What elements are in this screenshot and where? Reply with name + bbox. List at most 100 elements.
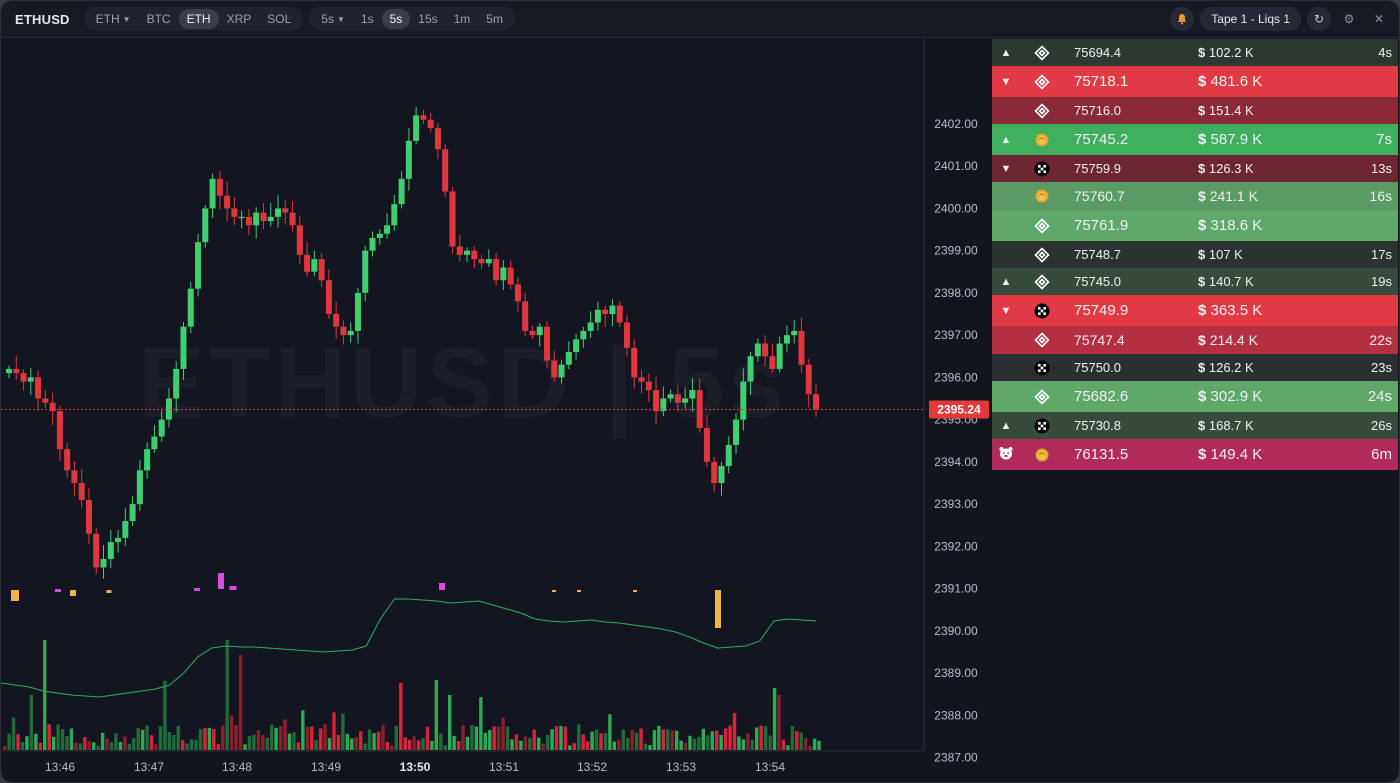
- candle: [420, 109, 427, 125]
- price-tick-label: 2388.00: [934, 708, 978, 722]
- volume-bar: [697, 736, 701, 750]
- tape-row[interactable]: 75761.9 $ 318.6 K: [992, 210, 1398, 241]
- tape-amount-value: 302.9 K: [1210, 388, 1263, 405]
- trade-marker: [715, 590, 721, 628]
- candle: [289, 201, 296, 232]
- interval-option[interactable]: 5s ▼: [313, 9, 353, 30]
- candle: [224, 181, 231, 222]
- dollar-sign: $: [1198, 302, 1207, 319]
- trade-marker: [229, 586, 237, 590]
- dollar-sign: $: [1198, 418, 1206, 433]
- volume-bar: [448, 695, 452, 750]
- tape-row[interactable]: 75748.7 $ 107 K 17s: [992, 241, 1398, 268]
- volume-bar: [394, 725, 398, 750]
- volume-bar: [51, 736, 56, 750]
- interval-option[interactable]: 5s: [381, 9, 411, 29]
- chevron-down-icon: ▼: [122, 14, 131, 24]
- candle: [187, 281, 194, 334]
- symbol-option[interactable]: SOL: [259, 9, 299, 29]
- volume-bar: [132, 738, 136, 750]
- tape-row[interactable]: ▲ 75730.8 $ 168.7 K 26s: [992, 412, 1398, 439]
- interval-option-label: 15s: [418, 12, 438, 26]
- candle: [616, 301, 623, 328]
- dollar-sign: $: [1198, 161, 1206, 176]
- price-chart[interactable]: ETHUSD | 5s 2402.00 2401.00 2400.00 2399.00…: [1, 39, 991, 783]
- chevron-down-icon: ▼: [336, 14, 345, 24]
- tape-selector-button[interactable]: Tape 1 - Liqs 1: [1200, 7, 1301, 31]
- symbol-option[interactable]: ETH: [178, 9, 219, 29]
- tape-age: 22s: [1369, 332, 1392, 348]
- interval-option-label: 1m: [453, 12, 471, 26]
- tape-amount-value: 318.6 K: [1210, 217, 1263, 234]
- candle: [500, 260, 507, 290]
- side-indicator: ▲: [992, 47, 1020, 59]
- symbol-option[interactable]: BTC: [139, 9, 179, 29]
- tape-row[interactable]: 76131.5 $ 149.4 K 6m: [992, 439, 1398, 470]
- tape-amount-value: 140.7 K: [1208, 274, 1254, 289]
- candle: [93, 528, 100, 575]
- interval-option[interactable]: 15s: [410, 9, 445, 29]
- symbol-option[interactable]: XRP: [219, 9, 260, 29]
- time-tick-label: 13:49: [311, 760, 341, 774]
- volume-bar: [47, 724, 51, 750]
- tape-row[interactable]: 75747.4 $ 214.4 K 22s: [992, 326, 1398, 354]
- volume-bar: [590, 731, 594, 750]
- volume-bar: [465, 736, 470, 750]
- dollar-sign: $: [1198, 247, 1206, 262]
- volume-bar: [425, 726, 430, 750]
- gear-icon[interactable]: ⚙: [1343, 12, 1355, 26]
- volume-bar: [661, 729, 665, 750]
- bell-icon[interactable]: [1170, 7, 1195, 31]
- tape-row[interactable]: ▲ 75745.2 $ 587.9 K 7s: [992, 124, 1398, 155]
- volume-bar: [127, 743, 131, 750]
- volume-bar: [34, 733, 38, 750]
- tape-row[interactable]: ▼ 75718.1 $ 481.6 K: [992, 66, 1398, 97]
- tape-amount: $ 149.4 K: [1198, 446, 1348, 463]
- candle: [209, 173, 216, 218]
- interval-option[interactable]: 5m: [478, 9, 511, 29]
- interval-option[interactable]: 1m: [446, 9, 479, 29]
- tape-row[interactable]: 75682.6 $ 302.9 K 24s: [992, 381, 1398, 412]
- tape-row[interactable]: 75750.0 $ 126.2 K 23s: [992, 354, 1398, 381]
- tape-age: 13s: [1371, 161, 1392, 176]
- volume-bar: [421, 738, 425, 750]
- tape-amount: $ 241.1 K: [1198, 188, 1348, 204]
- volume-bar: [69, 728, 74, 750]
- tape-amount-value: 151.4 K: [1208, 103, 1254, 118]
- candle: [638, 370, 645, 394]
- volume-bar: [523, 736, 528, 750]
- volume-bar: [683, 742, 688, 750]
- tape-row[interactable]: 75760.7 $ 241.1 K 16s: [992, 182, 1398, 210]
- interval-option[interactable]: 1s: [353, 9, 382, 29]
- tape-row[interactable]: 75716.0 $ 151.4 K: [992, 97, 1398, 124]
- volume-bar: [305, 726, 309, 750]
- volume-bar: [666, 729, 670, 750]
- volume-bar: [652, 730, 657, 750]
- binance-icon: [1020, 332, 1064, 348]
- volume-bar: [456, 741, 461, 750]
- refresh-icon[interactable]: ↻: [1307, 7, 1331, 31]
- volume-bar: [203, 728, 207, 750]
- tape-amount-value: 126.3 K: [1208, 161, 1254, 176]
- symbol-option[interactable]: ETH ▼: [88, 9, 139, 30]
- volume-bar: [359, 731, 363, 750]
- interval-option-label: 1s: [360, 12, 374, 26]
- tape-row[interactable]: ▼ 75749.9 $ 363.5 K: [992, 295, 1398, 326]
- volume-bar: [363, 743, 367, 750]
- coin-gold-icon: [1020, 188, 1064, 204]
- tape-amount-value: 363.5 K: [1210, 302, 1263, 319]
- candle: [776, 336, 783, 373]
- volume-bar: [416, 740, 421, 750]
- tape-row[interactable]: ▲ 75745.0 $ 140.7 K 19s: [992, 268, 1398, 295]
- tape-row[interactable]: ▼ 75759.9 $ 126.3 K 13s: [992, 155, 1398, 182]
- close-icon[interactable]: ✕: [1373, 12, 1385, 26]
- volume-bar: [519, 740, 523, 750]
- volume-bar: [550, 729, 554, 750]
- tape-row[interactable]: ▲ 75694.4 $ 102.2 K 4s: [992, 39, 1398, 66]
- tape-amount: $ 126.2 K: [1198, 360, 1348, 375]
- tape-amount-value: 214.4 K: [1209, 332, 1258, 348]
- candle: [238, 210, 245, 229]
- volume-bar: [470, 725, 474, 750]
- tape-price: 75716.0: [1074, 103, 1121, 118]
- volume-bar: [43, 640, 47, 750]
